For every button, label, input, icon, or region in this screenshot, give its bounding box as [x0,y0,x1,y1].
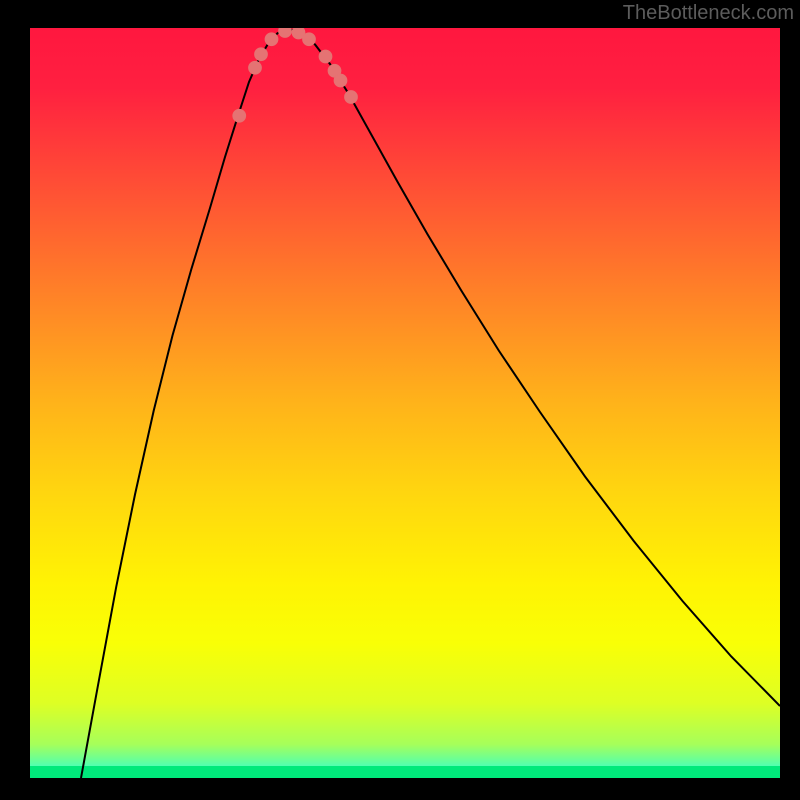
watermark-text: TheBottleneck.com [623,2,794,25]
green-baseline-strip [30,766,780,778]
chart-frame: TheBottleneck.com [0,0,800,800]
plot-area [30,28,780,778]
gradient-background [30,28,780,778]
